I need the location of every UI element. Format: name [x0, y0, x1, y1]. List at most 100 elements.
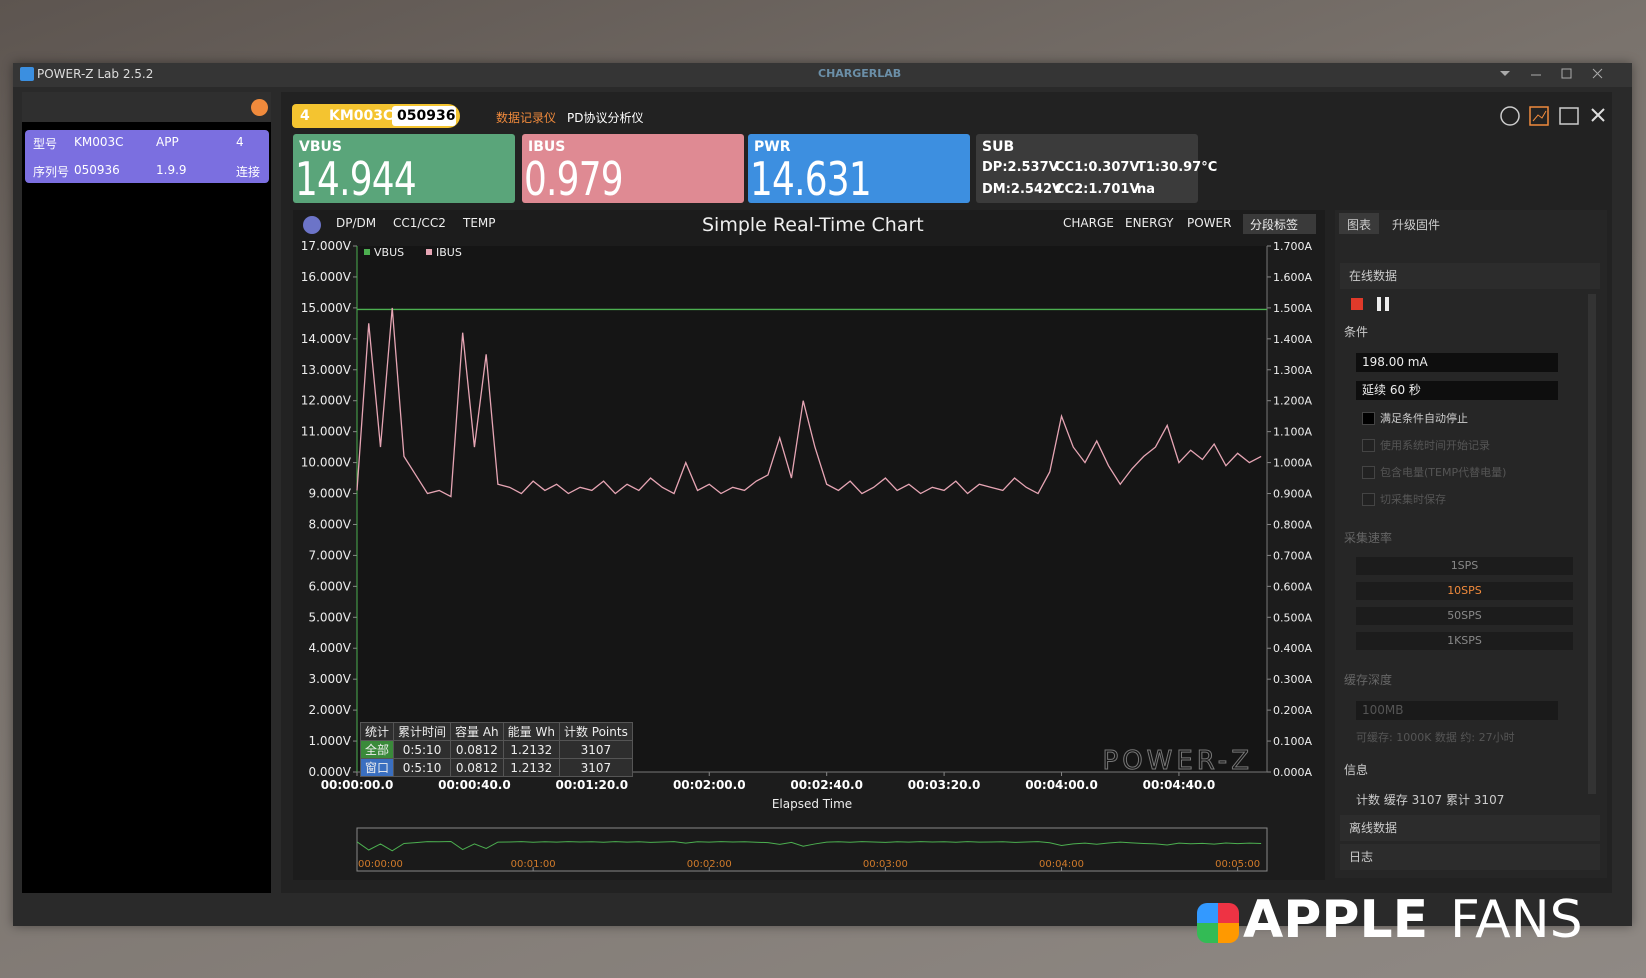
overview-tick-label: 00:02:00 [687, 859, 732, 870]
y-tick-label: 0.000V [308, 765, 351, 779]
stop-button[interactable] [1351, 298, 1363, 310]
checkbox-label[interactable]: 包含电量(TEMP代替电量) [1380, 466, 1507, 479]
checkbox[interactable] [1362, 412, 1375, 425]
device-field: 1.9.9 [156, 163, 187, 177]
stats-cell: 全部 [359, 740, 395, 759]
device-field: 4 [236, 135, 244, 149]
y2-tick-label: 1.200A [1273, 395, 1312, 408]
checkbox[interactable] [1362, 466, 1375, 479]
y-tick-label: 7.000V [308, 548, 351, 562]
duration-input[interactable]: 延续 60 秒 [1356, 381, 1558, 400]
chart-option[interactable]: POWER [1187, 216, 1232, 230]
chart-icon[interactable] [303, 216, 321, 234]
stats-cell: 能量 Wh [502, 722, 560, 741]
sub-value: DP:2.537V [982, 160, 1059, 175]
rate-button[interactable]: 10SPS [1356, 582, 1573, 600]
x-tick-label: 00:01:20.0 [556, 778, 629, 792]
badge-serial-box [392, 106, 456, 126]
stats-cell: 统计 [359, 722, 395, 741]
label: 条件 [1344, 325, 1369, 339]
chart-option[interactable]: ENERGY [1125, 216, 1174, 230]
badge-number: 4 [300, 108, 310, 124]
chart-tab[interactable]: CC1/CC2 [393, 216, 446, 230]
y2-tick-label: 0.300A [1273, 673, 1312, 686]
y2-tick-label: 0.600A [1273, 580, 1312, 593]
overview-box [356, 827, 1268, 872]
sub-card: SUB [976, 134, 1198, 203]
rate-button[interactable]: 50SPS [1356, 607, 1573, 625]
rate-button[interactable]: 1SPS [1356, 557, 1573, 575]
device-card[interactable] [25, 130, 269, 183]
card-label: PWR [754, 139, 791, 155]
y-tick-label: 15.000V [301, 301, 352, 315]
stats-cell: 0:5:10 [393, 758, 452, 777]
section-header[interactable]: 在线数据 [1340, 263, 1600, 289]
badge-model: KM003C [329, 108, 394, 124]
tab[interactable]: PD协议分析仪 [567, 111, 644, 125]
y2-tick-label: 0.900A [1273, 488, 1312, 501]
y2-tick-label: 1.400A [1273, 333, 1312, 346]
y-tick-label: 2.000V [308, 703, 351, 717]
x-tick-label: 00:04:40.0 [1143, 778, 1216, 792]
y2-tick-label: 0.000A [1273, 766, 1312, 779]
checkbox-label[interactable]: 切采集时保存 [1380, 493, 1446, 506]
chart-option[interactable]: 分段标签 [1250, 218, 1299, 232]
y-tick-label: 13.000V [301, 363, 352, 377]
toolbar-icons[interactable] [1496, 104, 1616, 128]
chart: 0.000V 1.000V 2.000V 3.000V 4.000V 5.000V 6.00… [301, 239, 1312, 872]
y2-tick-label: 0.700A [1273, 549, 1312, 562]
checkbox-label[interactable]: 满足条件自动停止 [1380, 412, 1468, 425]
section-header[interactable]: 离线数据 [1340, 815, 1600, 841]
x-tick-label: 00:04:00.0 [1025, 778, 1098, 792]
side-tab[interactable]: 图表 [1347, 218, 1372, 232]
current-input[interactable]: 198.00 mA [1356, 353, 1558, 372]
stats-cell: 容量 Ah [450, 722, 504, 741]
stats-cell: 0.0812 [450, 758, 504, 777]
section-header[interactable]: 日志 [1340, 844, 1600, 870]
rate-button[interactable]: 1KSPS [1356, 632, 1573, 650]
sub-value: T1:30.97°C [1137, 160, 1218, 175]
checkbox[interactable] [1362, 439, 1375, 452]
y-tick-label: 4.000V [308, 641, 351, 655]
stats-row: 窗口 0:5:10 0.0812 1.2132 3107 [359, 758, 633, 777]
scrollbar[interactable] [1588, 294, 1596, 794]
y2-tick-label: 0.100A [1273, 735, 1312, 748]
window-title: POWER-Z Lab 2.5.2 [37, 67, 154, 81]
pause-button[interactable] [1377, 297, 1381, 311]
title-bar [13, 63, 1632, 87]
side-tab[interactable]: 升级固件 [1392, 218, 1441, 232]
overview-tick-label: 00:04:00 [1039, 859, 1084, 870]
card-value: 14.631 07W [750, 152, 872, 203]
stats-row: 统计 累计时间 容量 Ah 能量 Wh 计数 Points [359, 722, 633, 741]
overview-tick-label: 00:00:00 [358, 859, 403, 870]
stats-cell: 累计时间 [393, 722, 452, 741]
logo-apple: APPLE [1243, 890, 1429, 950]
y-tick-label: 9.000V [308, 487, 351, 501]
tab[interactable]: 数据记录仪 [496, 111, 557, 125]
device-field: 序列号 [33, 165, 70, 179]
overview-tick-label: 00:01:00 [511, 859, 556, 870]
chart-option[interactable]: CHARGE [1063, 216, 1114, 230]
device-field: 050936 [74, 163, 120, 177]
card-label: IBUS [528, 139, 566, 155]
side-panel [1335, 210, 1607, 878]
y-tick-label: 1.000V [308, 734, 351, 748]
menu-icon[interactable] [251, 99, 268, 116]
window-controls[interactable] [1495, 65, 1625, 83]
card-value: 14.944 64 V [295, 152, 417, 203]
badge-serial: 050936 [397, 108, 456, 124]
card-label: VBUS [299, 139, 342, 155]
checkbox[interactable] [1362, 493, 1375, 506]
brand: CHARGERLAB [818, 67, 902, 80]
side-tab-active[interactable] [1339, 213, 1379, 234]
checkbox-label[interactable]: 使用系统时间开始记录 [1380, 439, 1490, 452]
stats-row: 全部 0:5:10 0.0812 1.2132 3107 [359, 740, 633, 759]
chart-title: Simple Real-Time Chart [702, 214, 924, 236]
chart-tab[interactable]: DP/DM [336, 216, 377, 230]
watermark: POWER-Z [1103, 746, 1253, 776]
overview-line [356, 841, 1262, 852]
chart-tab[interactable]: TEMP [463, 216, 496, 230]
segment-dropdown[interactable] [1243, 214, 1316, 234]
